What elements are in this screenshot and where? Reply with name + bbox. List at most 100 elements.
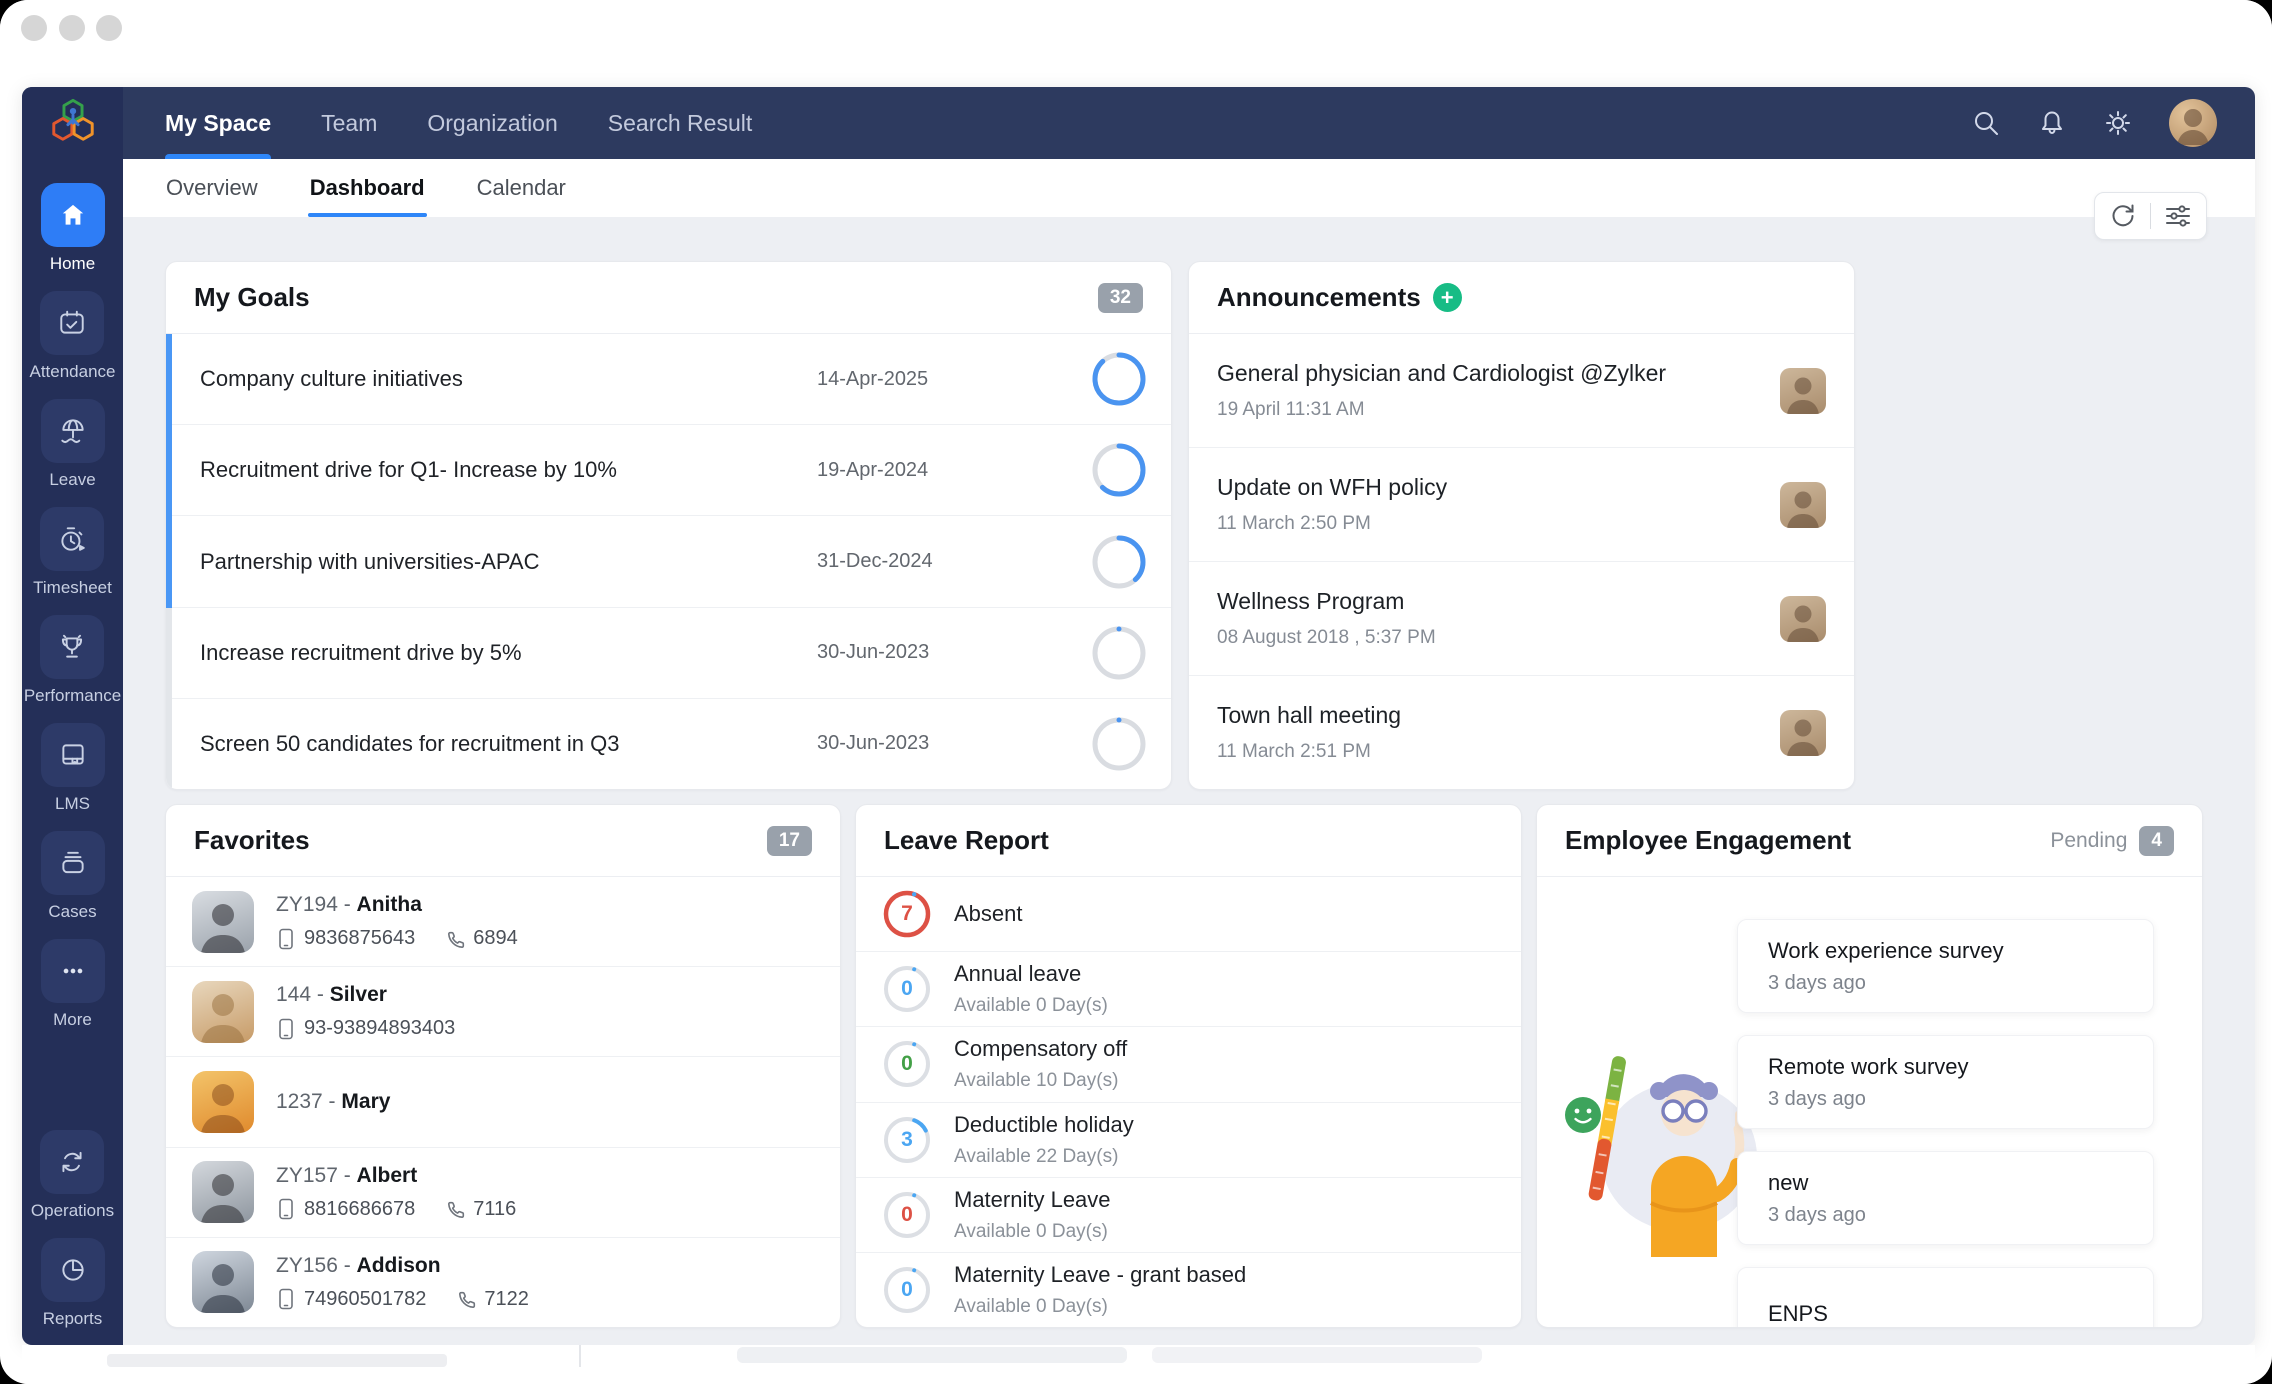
leave-type-label: Compensatory off xyxy=(954,1036,1128,1062)
survey-card[interactable]: ENPS xyxy=(1737,1267,2154,1327)
leave-type-row[interactable]: 0 Maternity Leave - grant based Availabl… xyxy=(856,1253,1521,1327)
survey-card[interactable]: Work experience survey 3 days ago xyxy=(1737,919,2154,1013)
sidebar-item-label: More xyxy=(53,1010,92,1029)
survey-card[interactable]: new 3 days ago xyxy=(1737,1151,2154,1245)
nav-tab-team[interactable]: Team xyxy=(321,87,377,159)
my-goals-card: My Goals 32 Company culture initiatives … xyxy=(165,261,1172,790)
tab-dashboard[interactable]: Dashboard xyxy=(307,159,427,217)
goal-row[interactable]: Increase recruitment drive by 5% 30-Jun-… xyxy=(166,607,1171,700)
nav-tab-label: My Space xyxy=(165,109,272,136)
sidebar-item-cases[interactable]: Cases xyxy=(40,831,105,922)
leave-type-row[interactable]: 0 Maternity Leave Available 0 Day(s) xyxy=(856,1178,1521,1253)
engagement-body: Work experience survey 3 days ago Remote… xyxy=(1537,877,2202,1327)
search-icon[interactable] xyxy=(1971,108,2001,138)
sidebar-item-timesheet[interactable]: Timesheet xyxy=(33,507,112,598)
favorite-contact-row[interactable]: ZY194 - Anitha 9836875643 6894 xyxy=(166,877,840,968)
leave-count: 3 xyxy=(901,1127,913,1151)
main-area: Overview Dashboard Calendar xyxy=(123,159,2255,1345)
favorites-count-badge: 17 xyxy=(766,825,812,856)
gear-icon[interactable] xyxy=(2103,108,2133,138)
traffic-light-close-icon[interactable] xyxy=(21,15,47,41)
sidebar-item-operations[interactable]: Operations xyxy=(31,1130,114,1221)
leave-type-row[interactable]: 7 Absent xyxy=(856,877,1521,953)
contact-extension: 6894 xyxy=(473,927,518,950)
sidebar-item-label: LMS xyxy=(55,794,90,813)
goal-row[interactable]: Partnership with universities-APAC 31-De… xyxy=(166,516,1171,608)
tab-overview[interactable]: Overview xyxy=(166,159,258,217)
goal-due-date: 19-Apr-2024 xyxy=(817,458,929,481)
user-avatar[interactable] xyxy=(2169,99,2217,147)
timer-icon xyxy=(61,527,86,551)
leave-count: 0 xyxy=(901,1052,913,1076)
goal-row[interactable]: Recruitment drive for Q1- Increase by 10… xyxy=(166,425,1171,517)
leave-type-row[interactable]: 0 Annual leave Available 0 Day(s) xyxy=(856,952,1521,1028)
favorite-contact-row[interactable]: 144 - Silver 93-93894893403 xyxy=(166,967,840,1058)
ghost-divider xyxy=(579,1345,581,1367)
survey-time: 3 days ago xyxy=(1768,1203,1866,1226)
card-title: My Goals xyxy=(194,282,310,312)
leave-type-row[interactable]: 0 Compensatory off Available 10 Day(s) xyxy=(856,1027,1521,1103)
tab-calendar[interactable]: Calendar xyxy=(477,159,566,217)
leave-type-row[interactable]: 3 Deductible holiday Available 22 Day(s) xyxy=(856,1103,1521,1178)
nav-tabs: My Space Team Organization Search Result xyxy=(123,87,752,159)
leave-count: 0 xyxy=(901,1202,913,1226)
goal-due-date: 31-Dec-2024 xyxy=(817,550,933,572)
nav-tab-my-space[interactable]: My Space xyxy=(165,87,272,159)
announcements-card: Announcements + General physician and Ca… xyxy=(1188,261,1855,790)
sidebar-item-label: Cases xyxy=(48,902,97,921)
announcement-row[interactable]: Update on WFH policy 11 March 2:50 PM xyxy=(1189,448,1854,562)
announcement-row[interactable]: Wellness Program 08 August 2018 , 5:37 P… xyxy=(1189,562,1854,676)
tab-label: Overview xyxy=(166,175,258,200)
announcements-list: General physician and Cardiologist @Zylk… xyxy=(1189,334,1854,789)
survey-illustration xyxy=(1565,1056,1757,1257)
sidebar-item-more[interactable]: More xyxy=(40,939,105,1030)
home-icon xyxy=(62,204,83,225)
sidebar-item-leave[interactable]: Leave xyxy=(40,399,105,490)
sidebar-item-home[interactable]: Home xyxy=(40,183,105,274)
favorite-contact-row[interactable]: ZY156 - Addison 74960501782 7122 xyxy=(166,1238,840,1327)
goal-title: Recruitment drive for Q1- Increase by 10… xyxy=(200,457,617,483)
survey-title: new xyxy=(1768,1169,1809,1195)
nav-tab-search-result[interactable]: Search Result xyxy=(608,87,752,159)
filter-button[interactable] xyxy=(2163,201,2193,231)
favorites-card: Favorites 17 ZY194 - Anitha xyxy=(165,804,841,1328)
bell-icon[interactable] xyxy=(2037,108,2067,138)
traffic-light-minimize-icon[interactable] xyxy=(59,15,85,41)
favorites-list: ZY194 - Anitha 9836875643 6894 xyxy=(166,877,840,1327)
refresh-button[interactable] xyxy=(2108,201,2138,231)
add-announcement-button[interactable]: + xyxy=(1432,283,1462,312)
goal-due-date: 30-Jun-2023 xyxy=(817,732,930,755)
ghost-widget xyxy=(737,1347,1127,1363)
mobile-icon xyxy=(279,1018,293,1040)
leave-type-label: Maternity Leave xyxy=(954,1186,1111,1212)
sidebar-item-attendance[interactable]: Attendance xyxy=(29,291,116,382)
favorite-contact-row[interactable]: ZY157 - Albert 8816686678 7116 xyxy=(166,1148,840,1238)
contact-avatar xyxy=(192,980,254,1043)
sidebar-item-reports[interactable]: Reports xyxy=(40,1238,105,1329)
subtab-bar: Overview Dashboard Calendar xyxy=(123,159,2255,217)
favorite-contact-row[interactable]: 1237 - Mary xyxy=(166,1057,840,1148)
goal-row[interactable]: Screen 50 candidates for recruitment in … xyxy=(166,698,1171,789)
phone-icon xyxy=(448,1202,465,1219)
sidebar-item-lms[interactable]: LMS xyxy=(40,723,105,814)
traffic-light-maximize-icon[interactable] xyxy=(96,15,122,41)
contact-mobile: 9836875643 xyxy=(304,927,416,950)
survey-card[interactable]: Remote work survey 3 days ago xyxy=(1737,1035,2154,1129)
announcement-row[interactable]: General physician and Cardiologist @Zylk… xyxy=(1189,334,1854,448)
app-logo[interactable] xyxy=(22,87,123,159)
nav-tab-organization[interactable]: Organization xyxy=(427,87,557,159)
goal-row[interactable]: Company culture initiatives 14-Apr-2025 xyxy=(166,334,1171,426)
sidebar-item-performance[interactable]: Performance xyxy=(24,615,121,706)
survey-time: 3 days ago xyxy=(1768,971,1866,994)
leave-available: Available 22 Day(s) xyxy=(954,1145,1119,1167)
nav-tab-label: Search Result xyxy=(607,109,753,136)
attendance-calendar-icon xyxy=(60,310,85,334)
contact-id: 1237 - xyxy=(276,1090,336,1113)
mobile-icon xyxy=(279,1198,293,1220)
survey-list: Work experience survey 3 days ago Remote… xyxy=(1737,919,2154,1327)
announcement-title: General physician and Cardiologist @Zylk… xyxy=(1217,360,1667,386)
announcement-row[interactable]: Town hall meeting 11 March 2:51 PM xyxy=(1189,676,1854,789)
contact-mobile: 8816686678 xyxy=(304,1197,416,1220)
contact-avatar xyxy=(192,890,254,953)
